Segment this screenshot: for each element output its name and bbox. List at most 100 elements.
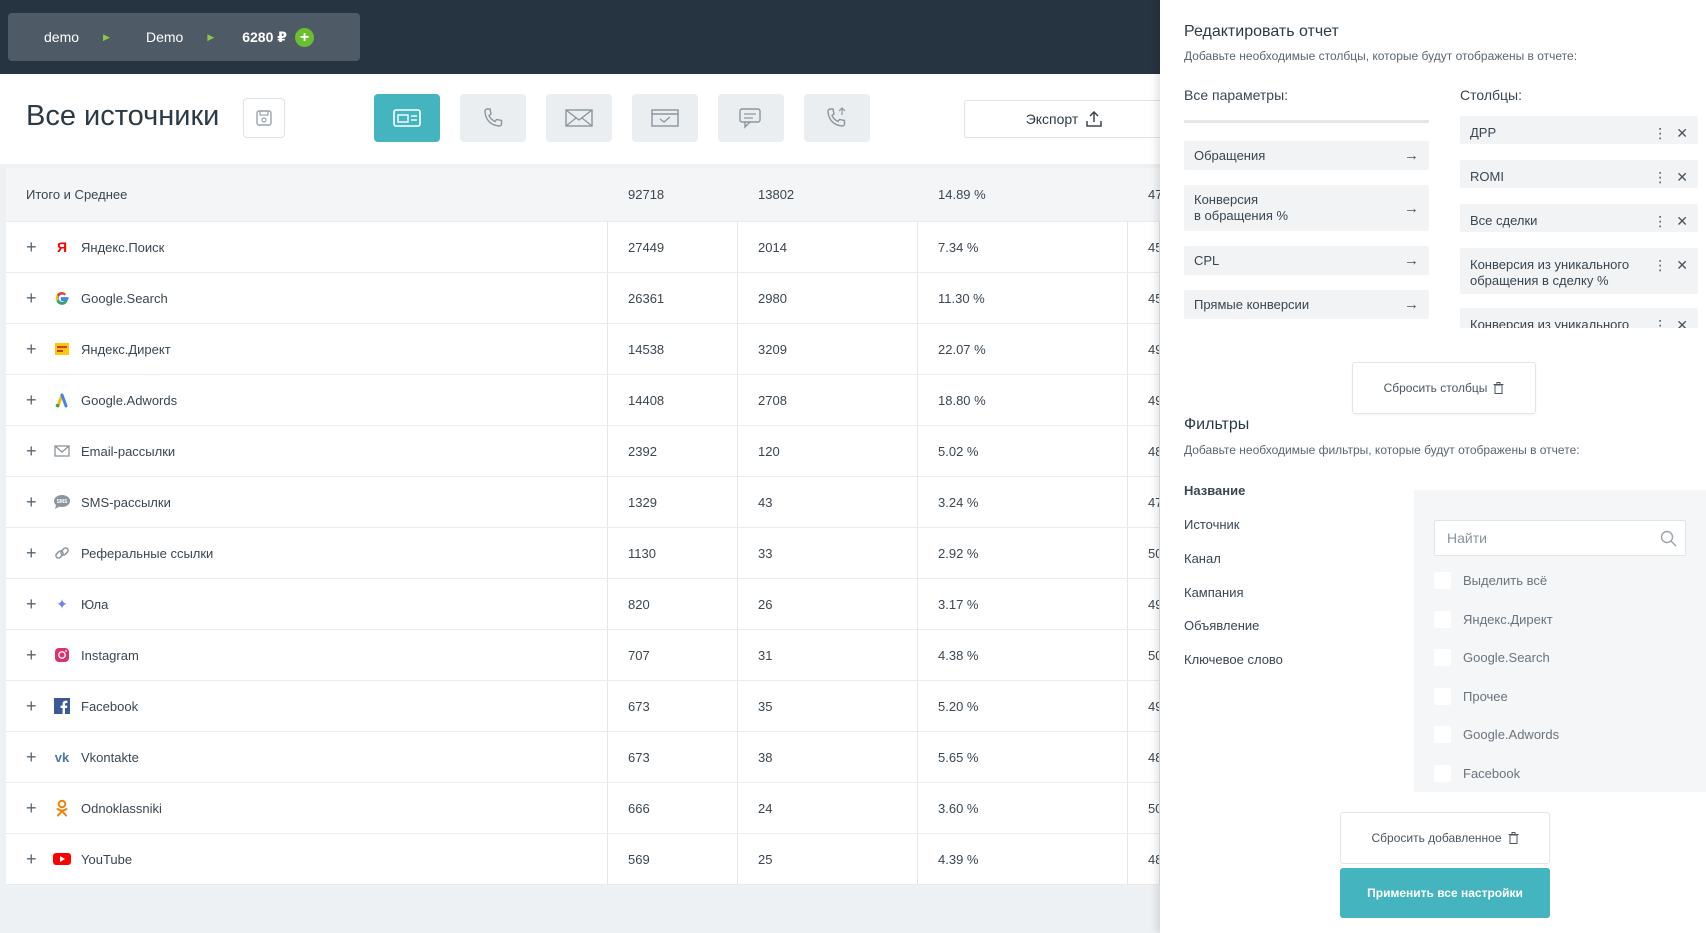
column-item[interactable]: Конверсия из уникального обращения в сде… xyxy=(1460,248,1698,294)
trash-icon xyxy=(1508,832,1518,844)
drag-handle-icon[interactable]: ⋮ xyxy=(1653,169,1668,185)
expand-icon[interactable]: + xyxy=(26,287,37,308)
crumb-project[interactable]: Demo xyxy=(145,29,184,45)
table-row[interactable]: + Email-рассылки 2392 120 5.02 % 48 xyxy=(6,426,1160,477)
drag-handle-icon[interactable]: ⋮ xyxy=(1653,317,1668,328)
close-icon[interactable]: ✕ xyxy=(1676,213,1688,229)
source-name: Яндекс.Поиск xyxy=(81,239,165,255)
apply-settings-button[interactable]: Применить все настройки xyxy=(1340,868,1550,918)
table-row[interactable]: + vk Vkontakte 673 38 5.65 % 48 xyxy=(6,732,1160,783)
checkbox[interactable] xyxy=(1434,726,1451,743)
expand-icon[interactable]: + xyxy=(26,644,37,665)
filter-option[interactable]: Выделить всё xyxy=(1434,572,1547,589)
table-row[interactable]: + Instagram 707 31 4.38 % 50 xyxy=(6,630,1160,681)
arrow-right-icon[interactable]: → xyxy=(1404,147,1419,164)
table-row[interactable]: + Facebook 673 35 5.20 % 49 xyxy=(6,681,1160,732)
filter-option[interactable]: Прочее xyxy=(1434,688,1508,705)
crumb-account[interactable]: demo xyxy=(44,29,80,45)
table-cell: 27449 xyxy=(608,222,738,272)
param-item[interactable]: Конверсия в обращения % → xyxy=(1184,185,1429,231)
total-label: Итого и Среднее xyxy=(26,187,128,202)
table-row[interactable]: + YouTube 569 25 4.39 % 48 xyxy=(6,834,1160,885)
param-item[interactable]: CPL → xyxy=(1184,246,1429,275)
expand-icon[interactable]: + xyxy=(26,746,37,767)
expand-icon[interactable]: + xyxy=(26,593,37,614)
close-icon[interactable]: ✕ xyxy=(1676,317,1688,328)
table-cell: 24 xyxy=(738,783,918,833)
table-row[interactable]: + ✦ Юла 820 26 3.17 % 49 xyxy=(6,579,1160,630)
filter-callbacks-button[interactable] xyxy=(804,94,870,142)
table-row[interactable]: + Google.Search 26361 2980 11.30 % 45 xyxy=(6,273,1160,324)
column-item[interactable]: Конверсия из уникального ⋮ ✕ xyxy=(1460,308,1698,328)
filter-nav-item[interactable]: Ключевое слово xyxy=(1184,652,1283,667)
expand-icon[interactable]: + xyxy=(26,848,37,869)
column-item[interactable]: ДРР ⋮ ✕ xyxy=(1460,116,1698,144)
filter-option[interactable]: Google.Search xyxy=(1434,649,1550,666)
drag-handle-icon[interactable]: ⋮ xyxy=(1653,257,1668,273)
source-name: Facebook xyxy=(81,698,139,714)
export-button[interactable]: Экспорт xyxy=(964,100,1164,138)
table-cell: 45 xyxy=(1128,273,1160,323)
filter-option[interactable]: Google.Adwords xyxy=(1434,726,1559,743)
param-item[interactable]: Обращения → xyxy=(1184,141,1429,170)
add-balance-button[interactable]: + xyxy=(295,27,315,47)
table-row[interactable]: + Google.Adwords 14408 2708 18.80 % 49 xyxy=(6,375,1160,426)
filter-all-requests-button[interactable] xyxy=(374,94,440,142)
drag-handle-icon[interactable]: ⋮ xyxy=(1653,125,1668,141)
checkbox[interactable] xyxy=(1434,611,1451,628)
param-item[interactable]: Прямые конверсии → xyxy=(1184,290,1429,319)
table-row[interactable]: + Odnoklassniki 666 24 3.60 % 50 xyxy=(6,783,1160,834)
filter-nav-item[interactable]: Объявление xyxy=(1184,618,1260,633)
arrow-right-icon[interactable]: → xyxy=(1404,199,1419,217)
checkbox[interactable] xyxy=(1434,765,1451,782)
column-item[interactable]: Все сделки ⋮ ✕ xyxy=(1460,204,1698,232)
search-icon xyxy=(1660,530,1677,547)
filter-emails-button[interactable] xyxy=(546,94,612,142)
filter-chats-button[interactable] xyxy=(718,94,784,142)
table-cell: 569 xyxy=(608,834,738,884)
filter-forms-button[interactable] xyxy=(632,94,698,142)
expand-icon[interactable]: + xyxy=(26,389,37,410)
export-label: Экспорт xyxy=(1025,111,1079,127)
table-row[interactable]: + SMS SMS-рассылки 1329 43 3.24 % 47 xyxy=(6,477,1160,528)
close-icon[interactable]: ✕ xyxy=(1676,125,1688,141)
table-cell: 48 xyxy=(1128,426,1160,476)
filter-option[interactable]: Facebook xyxy=(1434,765,1520,782)
expand-icon[interactable]: + xyxy=(26,695,37,716)
filter-nav-item[interactable]: Источник xyxy=(1184,517,1240,532)
reset-columns-button[interactable]: Сбросить столбцы xyxy=(1352,362,1536,414)
close-icon[interactable]: ✕ xyxy=(1676,257,1688,273)
table-cell: 48 xyxy=(1128,834,1160,884)
table-cell: 2014 xyxy=(738,222,918,272)
filter-nav-item[interactable]: Кампания xyxy=(1184,585,1244,600)
option-label: Google.Search xyxy=(1463,650,1550,665)
expand-icon[interactable]: + xyxy=(26,440,37,461)
upload-icon xyxy=(1086,111,1103,127)
filter-nav-item[interactable]: Название xyxy=(1184,483,1246,498)
filter-calls-button[interactable] xyxy=(460,94,526,142)
filter-option[interactable]: Яндекс.Директ xyxy=(1434,611,1553,628)
expand-icon[interactable]: + xyxy=(26,797,37,818)
filter-search-input[interactable]: Найти xyxy=(1434,520,1686,556)
reset-columns-label: Сбросить столбцы xyxy=(1383,381,1488,395)
drag-handle-icon[interactable]: ⋮ xyxy=(1653,213,1668,229)
reset-added-button[interactable]: Сбросить добавленное xyxy=(1340,812,1550,864)
expand-icon[interactable]: + xyxy=(26,491,37,512)
table-row[interactable]: + Яндекс.Директ 14538 3209 22.07 % 49 xyxy=(6,324,1160,375)
total-cell: 92718 xyxy=(628,187,665,202)
expand-icon[interactable]: + xyxy=(26,542,37,563)
column-item[interactable]: ROMI ⋮ ✕ xyxy=(1460,160,1698,188)
checkbox[interactable] xyxy=(1434,688,1451,705)
checkbox[interactable] xyxy=(1434,572,1451,589)
table-row[interactable]: + Реферальные ссылки 1130 33 2.92 % 50 xyxy=(6,528,1160,579)
table-row[interactable]: + Я Яндекс.Поиск 27449 2014 7.34 % 45 xyxy=(6,222,1160,273)
save-report-button[interactable] xyxy=(243,98,285,138)
expand-icon[interactable]: + xyxy=(26,338,37,359)
option-label: Google.Adwords xyxy=(1463,727,1560,742)
filter-nav-item[interactable]: Канал xyxy=(1184,551,1221,566)
close-icon[interactable]: ✕ xyxy=(1676,169,1688,185)
arrow-right-icon[interactable]: → xyxy=(1404,252,1419,269)
expand-icon[interactable]: + xyxy=(26,236,37,257)
checkbox[interactable] xyxy=(1434,649,1451,666)
arrow-right-icon[interactable]: → xyxy=(1404,296,1419,313)
